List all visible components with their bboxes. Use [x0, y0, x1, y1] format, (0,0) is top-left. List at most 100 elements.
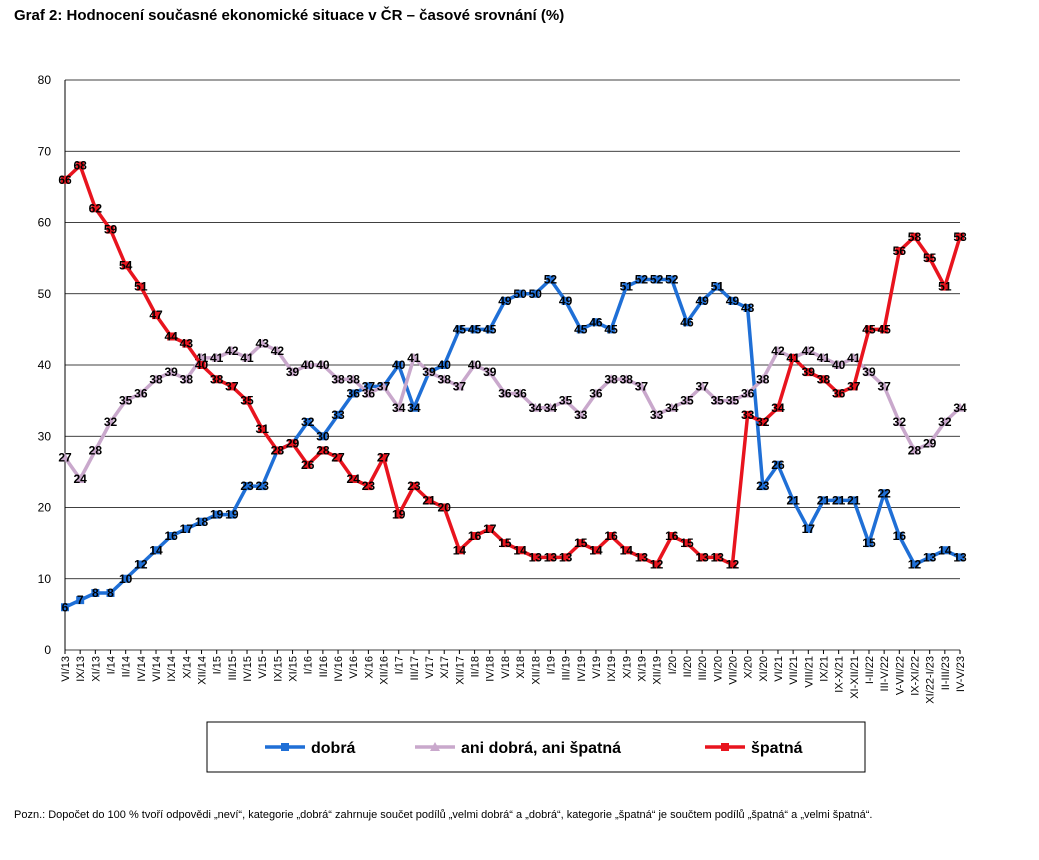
point — [895, 247, 904, 255]
data-label: 46 — [680, 315, 694, 329]
x-tick-label: XI/19 — [636, 656, 648, 682]
point — [864, 539, 873, 548]
point — [697, 381, 708, 391]
x-tick-label: I/19 — [545, 656, 557, 674]
y-tick-label: 30 — [38, 429, 52, 443]
data-label: 52 — [665, 273, 679, 287]
point — [743, 410, 752, 419]
data-label: 38 — [210, 372, 224, 386]
point — [243, 482, 252, 491]
data-label: 40 — [468, 358, 482, 372]
x-tick-label: XII/17 — [454, 656, 466, 685]
point — [288, 439, 297, 448]
point — [956, 232, 964, 241]
point — [61, 175, 69, 184]
y-tick-label: 20 — [38, 501, 52, 515]
data-label: 41 — [847, 351, 861, 365]
point — [394, 361, 403, 369]
x-tick-label: III-V/22 — [879, 656, 891, 691]
data-label: 30 — [316, 429, 330, 443]
data-label: 50 — [529, 287, 543, 301]
point — [895, 532, 904, 540]
data-label: 39 — [422, 365, 436, 379]
x-tick-label: X/18 — [515, 656, 527, 679]
x-tick-label: I/16 — [303, 656, 315, 674]
point — [212, 510, 221, 519]
data-label: 45 — [453, 322, 467, 336]
point — [349, 475, 358, 483]
point — [424, 367, 435, 377]
data-label: 40 — [392, 358, 406, 372]
x-tick-label: X/20 — [743, 656, 755, 679]
point — [652, 275, 661, 284]
data-label: 52 — [635, 273, 649, 287]
data-label: 56 — [893, 244, 907, 258]
data-label: 36 — [513, 387, 527, 401]
data-label: 39 — [165, 365, 179, 379]
data-label: 39 — [483, 365, 497, 379]
data-label: 36 — [832, 387, 846, 401]
point — [758, 482, 767, 491]
point — [302, 360, 313, 369]
data-label: 49 — [695, 294, 709, 308]
point — [925, 254, 934, 263]
point — [910, 232, 919, 241]
point — [940, 546, 949, 555]
point — [530, 402, 541, 412]
x-tick-label: II-III/23 — [940, 656, 952, 690]
point — [440, 503, 449, 512]
data-label: 15 — [498, 536, 512, 550]
point — [622, 546, 631, 555]
data-label: 14 — [620, 543, 634, 557]
point — [425, 496, 434, 505]
data-label: 45 — [574, 322, 588, 336]
point — [804, 368, 813, 377]
point — [334, 453, 343, 462]
x-tick-label: II/20 — [682, 656, 694, 677]
data-label: 40 — [316, 358, 330, 372]
data-label: 35 — [559, 394, 573, 408]
x-tick-label: V/15 — [257, 656, 269, 679]
y-tick-label: 80 — [38, 73, 52, 87]
point — [880, 489, 889, 498]
point — [804, 524, 813, 533]
point — [61, 603, 69, 612]
point — [666, 402, 677, 412]
data-label: 39 — [286, 365, 300, 379]
data-label: 10 — [119, 572, 133, 586]
data-label: 29 — [286, 436, 300, 450]
data-label: 43 — [180, 337, 194, 351]
x-tick-label: VI/14 — [151, 656, 163, 682]
point — [652, 560, 661, 569]
point — [849, 382, 858, 391]
data-label: 32 — [893, 415, 907, 429]
point — [728, 560, 737, 569]
data-label: 15 — [862, 536, 876, 550]
point — [864, 325, 873, 334]
point — [789, 353, 798, 362]
point — [409, 482, 418, 491]
x-tick-label: II/16 — [318, 656, 330, 677]
point — [469, 360, 480, 369]
data-label: 38 — [180, 372, 194, 386]
data-label: 23 — [240, 479, 254, 493]
point — [607, 325, 616, 334]
data-label: 8 — [107, 586, 114, 600]
point — [849, 496, 858, 505]
data-label: 13 — [544, 550, 558, 564]
data-label: 51 — [134, 280, 148, 294]
data-label: 23 — [256, 479, 270, 493]
point — [636, 381, 647, 391]
point — [440, 361, 449, 369]
footnote: Pozn.: Dopočet do 100 % tvoří odpovědi „… — [14, 809, 873, 821]
data-label: 28 — [908, 444, 922, 458]
point — [531, 553, 540, 562]
point — [364, 482, 373, 491]
point — [273, 446, 282, 455]
x-tick-label: III/15 — [227, 656, 239, 680]
point — [182, 339, 191, 348]
data-label: 32 — [756, 415, 770, 429]
point — [182, 524, 191, 533]
point — [667, 532, 676, 540]
data-label: 36 — [741, 387, 755, 401]
